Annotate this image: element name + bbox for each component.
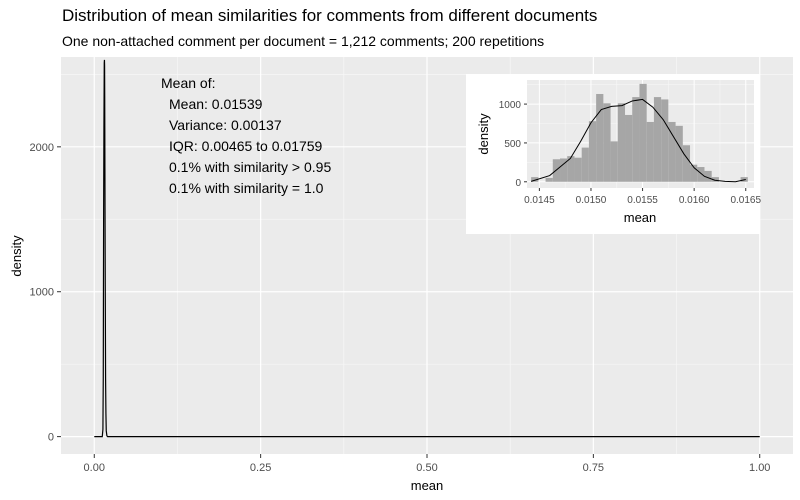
annotation-heading: Mean of: bbox=[161, 75, 215, 91]
histogram-bar bbox=[632, 97, 640, 182]
inset-x-axis-title: mean bbox=[624, 210, 657, 225]
y-tick-label: 2000 bbox=[30, 142, 54, 154]
inset-x-tick-label: 0.0165 bbox=[730, 195, 761, 206]
inset-y-tick-label: 500 bbox=[504, 139, 521, 150]
histogram-bar bbox=[690, 164, 698, 182]
histogram-bar bbox=[639, 83, 647, 182]
x-tick-label: 1.00 bbox=[749, 462, 770, 474]
histogram-bar bbox=[711, 177, 719, 182]
inset-x-tick-label: 0.0160 bbox=[679, 195, 710, 206]
inset-x-tick-label: 0.0150 bbox=[576, 195, 607, 206]
main-x-axis-title: mean bbox=[411, 478, 444, 493]
inset-y-tick-label: 0 bbox=[515, 178, 521, 189]
y-tick-label: 0 bbox=[48, 432, 54, 444]
histogram-bar bbox=[625, 114, 633, 182]
x-tick-label: 0.00 bbox=[84, 462, 105, 474]
histogram-bar bbox=[661, 99, 669, 182]
density-line bbox=[94, 59, 760, 438]
main-y-axis-title: density bbox=[9, 235, 24, 277]
annotation-similarity-above-095: 0.1% with similarity > 0.95 bbox=[169, 159, 331, 175]
histogram-bar bbox=[697, 167, 705, 182]
histogram-bar bbox=[574, 157, 582, 182]
main-series bbox=[94, 59, 760, 438]
chart-title: Distribution of mean similarities for co… bbox=[62, 6, 598, 25]
inset-density-curve bbox=[530, 98, 746, 183]
histogram-bar bbox=[603, 103, 611, 182]
annotation-iqr: IQR: 0.00465 to 0.01759 bbox=[169, 138, 323, 154]
inset-y-axis: 0 500 1000 bbox=[499, 100, 527, 189]
inset-y-axis-title: density bbox=[476, 113, 491, 155]
histogram-bar bbox=[617, 103, 626, 182]
histogram-bar bbox=[588, 121, 597, 182]
x-tick-label: 0.25 bbox=[250, 462, 271, 474]
histogram-bar bbox=[567, 156, 575, 182]
histogram-bar bbox=[596, 93, 604, 182]
inset-y-tick-label: 1000 bbox=[499, 100, 522, 111]
histogram-bar bbox=[545, 177, 553, 182]
histogram-bar bbox=[653, 97, 662, 182]
x-tick-label: 0.50 bbox=[416, 462, 437, 474]
x-tick-label: 0.75 bbox=[583, 462, 604, 474]
histogram-bar bbox=[668, 121, 676, 182]
histogram-bar bbox=[610, 141, 618, 182]
histogram-bar bbox=[675, 125, 683, 182]
histogram-bar bbox=[682, 145, 691, 182]
annotation-similarity-equal-1: 0.1% with similarity = 1.0 bbox=[169, 180, 324, 196]
main-y-axis: 0 1000 2000 bbox=[30, 142, 61, 444]
inset-x-tick-label: 0.0155 bbox=[627, 195, 658, 206]
annotation-variance: Variance: 0.00137 bbox=[169, 117, 282, 133]
histogram-bar bbox=[646, 121, 654, 182]
inset-x-axis: 0.0145 0.0150 0.0155 0.0160 0.0165 bbox=[524, 188, 761, 206]
inset-histogram bbox=[531, 83, 748, 182]
histogram-bar bbox=[560, 158, 568, 182]
annotation-mean: Mean: 0.01539 bbox=[169, 96, 263, 112]
inset-x-tick-label: 0.0145 bbox=[524, 195, 555, 206]
y-tick-label: 1000 bbox=[30, 287, 54, 299]
main-x-axis: 0.00 0.25 0.50 0.75 1.00 bbox=[84, 454, 770, 474]
histogram-bar bbox=[581, 147, 589, 182]
stats-annotation: Mean of: Mean: 0.01539 Variance: 0.00137… bbox=[161, 75, 331, 196]
chart-subtitle: One non-attached comment per document = … bbox=[62, 33, 545, 49]
histogram-bar bbox=[531, 177, 539, 182]
inset-density-line bbox=[530, 98, 746, 183]
histogram-bar bbox=[704, 170, 712, 182]
